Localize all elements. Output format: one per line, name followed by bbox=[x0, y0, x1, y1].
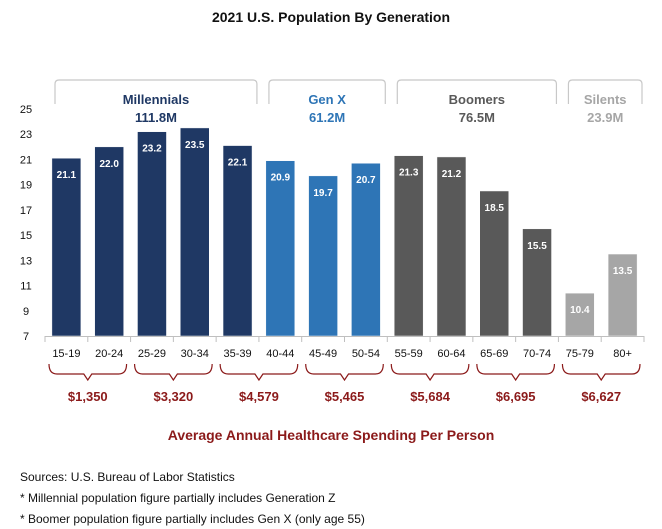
bar-value-label: 20.7 bbox=[356, 175, 376, 186]
bar-80+ bbox=[607, 253, 638, 337]
bar-value-label: 21.3 bbox=[399, 168, 419, 179]
generation-population: 61.2M bbox=[309, 110, 345, 125]
spending-bracket bbox=[133, 363, 213, 382]
bar-65-69 bbox=[479, 190, 509, 337]
bar-35-39 bbox=[222, 145, 253, 337]
boomer-footnote: * Boomer population figure partially inc… bbox=[20, 512, 365, 526]
bar-value-label: 21.2 bbox=[442, 169, 462, 180]
y-tick-label: 9 bbox=[23, 306, 29, 318]
y-tick-label: 7 bbox=[23, 331, 29, 343]
y-tick-label: 15 bbox=[20, 230, 32, 242]
generation-population: 111.8M bbox=[135, 110, 177, 125]
bar-45-49 bbox=[308, 175, 338, 337]
x-tick-label: 75-79 bbox=[566, 348, 594, 360]
spending-bracket bbox=[219, 363, 299, 382]
bar-75-79 bbox=[565, 292, 595, 337]
generation-bracket bbox=[396, 79, 558, 104]
spending-value: $6,627 bbox=[581, 389, 621, 404]
generation-population: 76.5M bbox=[459, 110, 495, 125]
spending-value: $5,684 bbox=[410, 389, 451, 404]
x-tick-label: 70-74 bbox=[523, 348, 551, 360]
bar-40-44 bbox=[265, 160, 296, 337]
generation-name: Silents bbox=[584, 92, 627, 107]
x-tick-label: 25-29 bbox=[138, 348, 166, 360]
x-tick-label: 50-54 bbox=[352, 348, 380, 360]
spending-value: $4,579 bbox=[239, 389, 279, 404]
x-tick-label: 20-24 bbox=[95, 348, 123, 360]
y-tick-label: 23 bbox=[20, 129, 32, 141]
y-tick-label: 17 bbox=[20, 205, 32, 217]
bar-value-label: 20.9 bbox=[271, 173, 291, 184]
generation-bracket bbox=[567, 79, 643, 104]
y-tick-label: 19 bbox=[20, 180, 32, 192]
x-tick-label: 55-59 bbox=[395, 348, 423, 360]
bar-70-74 bbox=[522, 228, 552, 337]
x-tick-label: 30-34 bbox=[181, 348, 209, 360]
spending-value: $1,350 bbox=[68, 389, 108, 404]
y-tick-label: 21 bbox=[20, 154, 32, 166]
source-note: Sources: U.S. Bureau of Labor Statistics bbox=[20, 470, 235, 484]
bar-25-29 bbox=[137, 131, 167, 337]
x-tick-label: 40-44 bbox=[266, 348, 294, 360]
bar-50-54 bbox=[351, 162, 381, 337]
x-tick-label: 35-39 bbox=[223, 348, 251, 360]
x-tick-label: 45-49 bbox=[309, 348, 337, 360]
spending-bracket bbox=[48, 363, 128, 382]
spending-title: Average Annual Healthcare Spending Per P… bbox=[168, 427, 495, 443]
bar-value-label: 10.4 bbox=[570, 305, 590, 316]
spending-bracket bbox=[305, 363, 384, 382]
generation-name: Millennials bbox=[123, 92, 189, 107]
generation-name: Boomers bbox=[449, 92, 505, 107]
bar-value-label: 15.5 bbox=[527, 241, 547, 252]
bar-60-64 bbox=[436, 156, 467, 337]
bar-value-label: 22.0 bbox=[99, 159, 119, 170]
bar-value-label: 13.5 bbox=[613, 266, 633, 277]
x-tick-label: 15-19 bbox=[52, 348, 80, 360]
x-tick-label: 65-69 bbox=[480, 348, 508, 360]
spending-bracket bbox=[476, 363, 556, 382]
x-tick-label: 80+ bbox=[613, 348, 632, 360]
spending-bracket bbox=[390, 363, 470, 382]
population-chart: 2021 U.S. Population By Generation 7 9 11 13… bbox=[20, 9, 645, 443]
bar-15-19 bbox=[51, 157, 82, 337]
bar-20-24 bbox=[94, 146, 124, 337]
bar-value-label: 22.1 bbox=[228, 158, 248, 169]
x-tick-label: 60-64 bbox=[437, 348, 465, 360]
y-tick-label: 13 bbox=[20, 255, 32, 267]
bar-30-34 bbox=[180, 127, 210, 337]
y-tick-label: 25 bbox=[20, 104, 32, 116]
bar-value-label: 19.7 bbox=[313, 188, 333, 199]
generation-bracket bbox=[268, 79, 386, 104]
millennial-footnote: * Millennial population figure partially… bbox=[20, 491, 336, 505]
spending-bracket bbox=[561, 363, 641, 382]
bar-value-label: 21.1 bbox=[57, 170, 77, 181]
bar-value-label: 23.2 bbox=[142, 144, 162, 155]
bar-value-label: 18.5 bbox=[485, 203, 505, 214]
spending-value: $5,465 bbox=[325, 389, 365, 404]
generation-bracket bbox=[54, 79, 258, 104]
bar-value-label: 23.5 bbox=[185, 140, 205, 151]
chart-title: 2021 U.S. Population By Generation bbox=[212, 9, 450, 25]
bar-55-59 bbox=[393, 155, 424, 337]
y-tick-label: 11 bbox=[20, 281, 31, 293]
generation-name: Gen X bbox=[308, 92, 346, 107]
spending-value: $3,320 bbox=[153, 389, 193, 404]
spending-value: $6,695 bbox=[496, 389, 536, 404]
generation-population: 23.9M bbox=[587, 110, 623, 125]
